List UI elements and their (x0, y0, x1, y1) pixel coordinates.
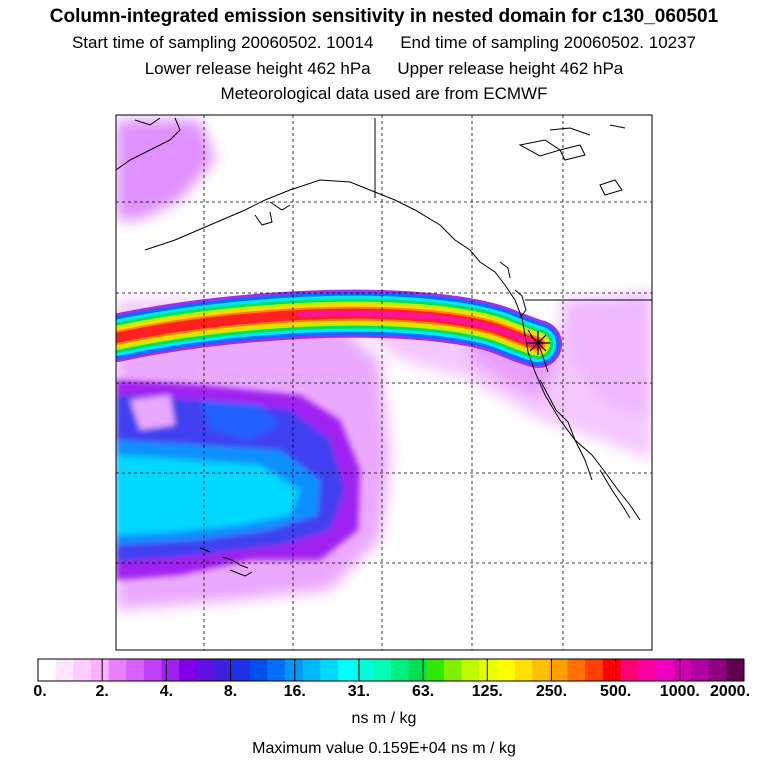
political-borders (374, 118, 652, 373)
colorbar-cell (285, 659, 304, 681)
release-heights: Lower release height 462 hPa Upper relea… (0, 59, 768, 79)
colorbar-cell (38, 659, 57, 681)
colorbar-cell (532, 659, 551, 681)
upper-height-label: Upper release height (397, 59, 556, 78)
start-time-label: Start time of sampling (71, 33, 237, 52)
colorbar-cell (549, 659, 568, 681)
lower-height-label: Lower release height (144, 59, 303, 78)
colorbar-cell (267, 659, 286, 681)
colorbar-cell (726, 659, 745, 681)
colorbar-label: 0. (33, 683, 47, 700)
colorbar-cell (567, 659, 586, 681)
colorbar-cell (179, 659, 198, 681)
colorbar-label: 125. (471, 683, 503, 700)
colorbar-label: 500. (600, 683, 632, 700)
upper-height-value: 462 hPa (559, 59, 624, 78)
colorbar-ticks (101, 659, 681, 681)
met-data-note: Meteorological data used are from ECMWF (220, 84, 548, 103)
colorbar-label: 1000. (659, 683, 700, 700)
end-time-label: End time of sampling (400, 33, 559, 52)
emission-plume (116, 289, 562, 368)
colorbar-cell (90, 659, 110, 681)
colorbar-cell (55, 659, 74, 681)
colorbar-cell (708, 659, 727, 681)
colorbar-cell (373, 659, 392, 681)
field-layers (116, 115, 652, 650)
colorbar-cell (461, 659, 480, 681)
colorbar-cell (161, 659, 180, 681)
colorbar-cell (196, 659, 215, 681)
colorbar-cell (214, 659, 233, 681)
colorbar-cell (638, 659, 657, 681)
colorbar-cells (38, 659, 745, 681)
colorbar-cell (602, 659, 621, 681)
colorbar-cell (249, 659, 268, 681)
gridlines (116, 115, 652, 650)
colorbar-label: 16. (283, 683, 306, 700)
colorbar-cell (514, 659, 533, 681)
colorbar-cell (391, 659, 410, 681)
southern-high-field (116, 380, 360, 580)
end-time-value: 20060502. 10237 (563, 33, 697, 52)
asterisk-icon (526, 331, 550, 355)
colorbar-cell (443, 659, 463, 681)
colorbar-cell (496, 659, 516, 681)
colorbar-label: 4. (159, 683, 174, 700)
colorbar-label: 250. (535, 683, 568, 700)
colorbar-label: 63. (411, 683, 435, 700)
colorbar-cell (673, 659, 692, 681)
colorbar-unit: ns m / kg (351, 710, 417, 727)
colorbar-cell (232, 659, 251, 681)
colorbar-cell (620, 659, 639, 681)
coastlines (116, 117, 641, 577)
plot-title: Column-integrated emission sensitivity i… (49, 6, 719, 27)
colorbar-label: 8. (223, 683, 238, 700)
sampling-times: Start time of sampling 20060502. 10014 E… (0, 33, 768, 53)
colorbar-label: 2. (95, 683, 109, 700)
colorbar-cell (479, 659, 498, 681)
colorbar-cell (691, 659, 710, 681)
colorbar-cell (302, 659, 321, 681)
colorbar-cell (320, 659, 339, 681)
colorbar-cell (143, 659, 163, 681)
maximum-value: Maximum value 0.159E+04 ns m / kg (252, 740, 516, 757)
colorbar-label: 31. (347, 683, 371, 700)
colorbar-label: 2000. (709, 683, 751, 700)
colorbar-cell (355, 659, 374, 681)
colorbar-cell (73, 659, 92, 681)
colorbar-cell (338, 659, 357, 681)
colorbar-frame (37, 658, 745, 682)
colorbar-cell (426, 659, 445, 681)
lower-height-value: 462 hPa (307, 59, 371, 78)
colorbar-cell (126, 659, 145, 681)
map-frame (115, 114, 653, 651)
colorbar-cell (408, 659, 427, 681)
colorbar-cell (655, 659, 674, 681)
start-time-value: 20060502. 10014 (241, 33, 374, 52)
colorbar-cell (108, 659, 127, 681)
colorbar-cell (585, 659, 604, 681)
